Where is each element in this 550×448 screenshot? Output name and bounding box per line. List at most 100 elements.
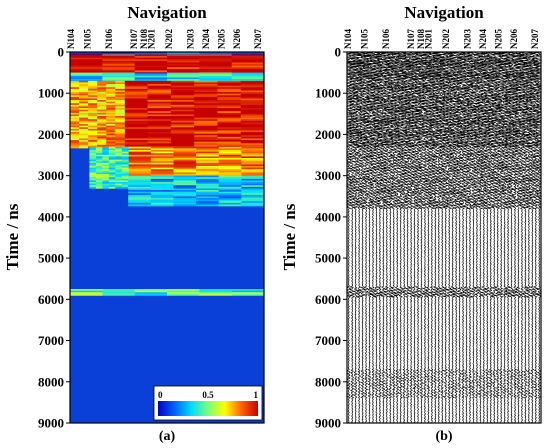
heatmap-cell	[102, 180, 110, 183]
heatmap-cell	[147, 136, 172, 139]
heatmap-cell	[194, 128, 218, 131]
wiggle-trace	[354, 52, 365, 423]
heatmap-cell	[106, 122, 116, 125]
heatmap-cell	[199, 290, 233, 293]
heatmap-cell	[170, 80, 195, 83]
panel-b-x-tick-label: N106	[381, 29, 391, 49]
heatmap-cell	[70, 141, 80, 144]
heatmap-cell	[88, 144, 98, 147]
heatmap-cell	[240, 109, 264, 112]
heatmap-cell	[241, 174, 264, 176]
heatmap-cell	[194, 119, 218, 122]
heatmap-cell	[240, 84, 264, 86]
heatmap-cell	[97, 87, 107, 90]
heatmap-cell	[194, 132, 218, 134]
heatmap-cell	[240, 136, 264, 139]
heatmap-cell	[88, 104, 98, 107]
heatmap-cell	[150, 180, 174, 183]
heatmap-cell	[124, 93, 149, 96]
heatmap-cell	[128, 186, 152, 189]
heatmap-cell	[194, 120, 218, 123]
panel-a-label: (a)	[159, 429, 176, 444]
heatmap-cell	[115, 92, 125, 94]
panel-b-y-tick-label: 3000	[315, 168, 341, 183]
heatmap-cell	[196, 191, 220, 194]
heatmap-cell	[108, 178, 116, 181]
panel-a-x-tick-label: N203	[185, 29, 195, 49]
heatmap-cell	[134, 52, 168, 54]
heatmap-cell	[70, 68, 103, 71]
heatmap-cell	[121, 151, 129, 154]
wiggle-trace	[371, 52, 382, 423]
heatmap-cell	[70, 130, 80, 133]
heatmap-cell	[218, 169, 242, 172]
heatmap-cell	[89, 146, 97, 149]
heatmap-cell	[108, 180, 116, 183]
heatmap-cell	[124, 112, 149, 115]
heatmap-cell	[194, 95, 218, 98]
heatmap-cell	[97, 116, 107, 118]
heatmap-cell	[128, 153, 152, 156]
heatmap-cell	[79, 80, 89, 83]
heatmap-cell	[147, 138, 172, 141]
heatmap-cell	[128, 199, 152, 202]
heatmap-cell	[217, 103, 242, 106]
heatmap-cell	[150, 182, 174, 184]
heatmap-cell	[134, 54, 168, 57]
heatmap-cell	[95, 185, 103, 188]
heatmap-cell	[196, 190, 220, 192]
heatmap-cell	[115, 112, 125, 115]
panel-b-title: Navigation	[404, 3, 484, 22]
heatmap-cell	[121, 158, 129, 160]
heatmap-cell	[218, 146, 242, 149]
heatmap-cell	[124, 133, 149, 136]
heatmap-cell	[217, 87, 242, 90]
heatmap-cell	[115, 178, 123, 181]
heatmap-cell	[102, 161, 110, 164]
heatmap-cell	[194, 108, 218, 110]
heatmap-cell	[70, 103, 80, 106]
heatmap-cell	[70, 100, 80, 102]
panel-a-ylabel: Time / ns	[3, 203, 22, 270]
heatmap-cell	[147, 84, 172, 86]
heatmap-cell	[97, 133, 107, 136]
heatmap-cell	[199, 74, 233, 77]
heatmap-cell	[170, 144, 195, 147]
heatmap-cell	[106, 90, 116, 93]
heatmap-cell	[147, 140, 172, 142]
heatmap-cell	[150, 178, 174, 181]
heatmap-cell	[115, 161, 123, 164]
heatmap-cell	[115, 174, 123, 176]
heatmap-cell	[199, 56, 233, 58]
heatmap-cell	[231, 57, 264, 60]
heatmap-cell	[95, 164, 103, 167]
wiggle-trace	[502, 52, 514, 423]
heatmap-cell	[106, 108, 116, 110]
heatmap-cell	[102, 164, 110, 167]
heatmap-cell	[95, 169, 103, 172]
heatmap-cell	[150, 202, 174, 205]
heatmap-cell	[124, 95, 149, 98]
heatmap-cell	[231, 290, 264, 293]
heatmap-cell	[150, 175, 174, 178]
heatmap-cell	[106, 85, 116, 88]
heatmap-cell	[121, 180, 129, 183]
heatmap-cell	[121, 183, 129, 186]
heatmap-cell	[106, 104, 116, 107]
heatmap-cell	[196, 193, 220, 196]
heatmap-cell	[95, 162, 103, 165]
heatmap-cell	[106, 88, 116, 91]
heatmap-cell	[241, 150, 264, 152]
heatmap-cell	[128, 180, 152, 183]
heatmap-cell	[217, 100, 242, 102]
panel-b-x-tick-label: N108	[416, 29, 426, 49]
heatmap-cell	[241, 172, 264, 175]
heatmap-cell	[115, 88, 125, 91]
heatmap-cell	[115, 138, 125, 141]
heatmap-cell	[89, 186, 97, 189]
heatmap-cell	[97, 93, 107, 96]
heatmap-cell	[115, 104, 125, 107]
heatmap-cell	[128, 191, 152, 194]
heatmap-cell	[97, 125, 107, 128]
heatmap-cell	[170, 128, 195, 131]
